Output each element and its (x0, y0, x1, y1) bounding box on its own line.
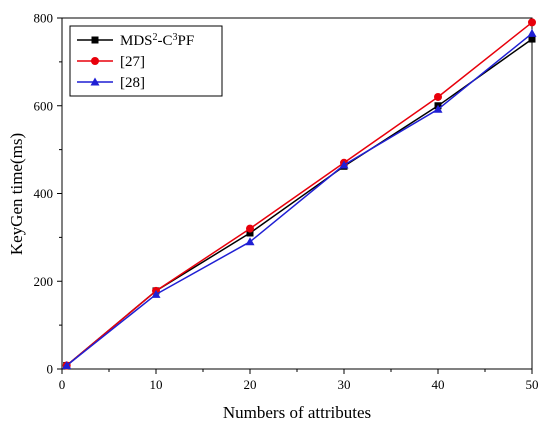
x-tick-label: 0 (59, 377, 66, 392)
legend-label-series-1: MDS2-C3PF (120, 32, 194, 50)
series-line-2 (66, 21, 533, 367)
data-point-triangle (339, 160, 349, 169)
legend-entry-series-1: MDS2-C3PF (77, 32, 194, 50)
data-point-triangle (151, 289, 161, 298)
y-tick-label: 0 (47, 362, 54, 377)
x-tick-label: 10 (150, 377, 163, 392)
y-tick-label: 200 (34, 274, 54, 289)
series-layer (62, 18, 537, 370)
legend-marker-series-1 (91, 36, 99, 44)
data-point-square (528, 35, 536, 43)
legend-marker-series-3 (90, 77, 100, 86)
legend-entry-series-3: [28] (77, 75, 145, 91)
x-tick-label: 40 (432, 377, 445, 392)
data-point-triangle (527, 28, 537, 37)
series-3 (62, 28, 537, 369)
x-tick-label: 50 (526, 377, 539, 392)
x-axis-title: Numbers of attributes (223, 403, 371, 422)
legend-label-series-2: [27] (120, 54, 145, 70)
axis-ticks (57, 17, 533, 374)
data-point-circle (246, 224, 254, 233)
legend-entry-series-2: [27] (77, 54, 145, 70)
y-tick-label: 400 (34, 186, 54, 201)
data-point-triangle (245, 237, 255, 246)
data-point-triangle (62, 360, 72, 369)
legend-label-series-3: [28] (120, 75, 145, 91)
data-point-circle (528, 18, 536, 27)
y-tick-labels: 0 200 400 600 800 (34, 11, 54, 377)
data-point-triangle (433, 104, 443, 113)
legend-marker-series-2 (91, 57, 99, 65)
data-point-circle (434, 92, 442, 101)
x-tick-label: 30 (338, 377, 351, 392)
y-tick-label: 800 (34, 11, 54, 26)
x-tick-label: 20 (244, 377, 257, 392)
y-axis-title: KeyGen time(ms) (7, 133, 26, 255)
data-point-square (246, 229, 254, 237)
legend: MDS2-C3PF [27] [28] (69, 25, 223, 97)
series-line-3 (66, 32, 533, 367)
x-tick-labels: 0 10 20 30 40 50 (59, 377, 539, 392)
y-tick-label: 600 (34, 98, 54, 113)
